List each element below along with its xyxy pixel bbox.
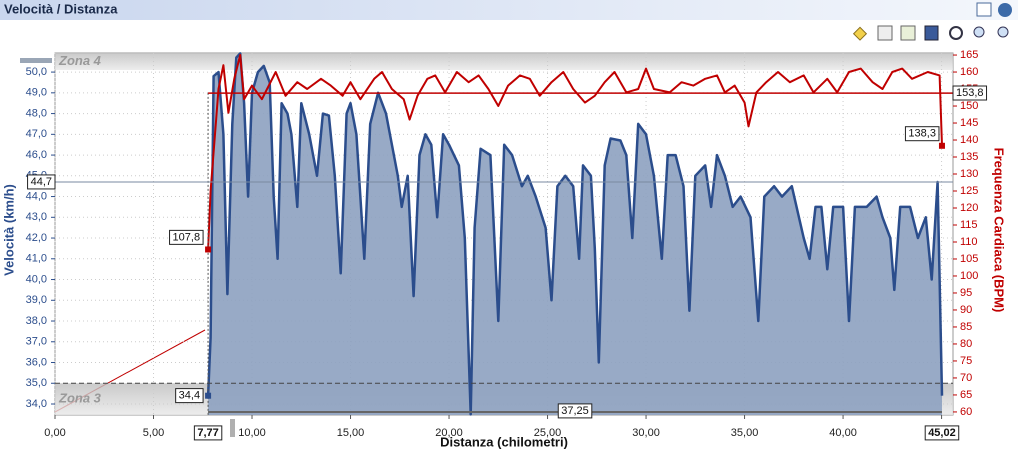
toolbar <box>852 25 1009 41</box>
reference-label-box <box>27 174 56 190</box>
y2-tick-label: 70 <box>960 372 972 384</box>
range-width-label-box <box>557 403 593 419</box>
y2-tick-label: 105 <box>960 253 978 265</box>
y2-tick-label: 115 <box>960 219 978 231</box>
panel-title: Velocità / Distanza <box>4 1 118 16</box>
y2-tick-label: 120 <box>960 202 978 214</box>
y2-tick-label: 135 <box>960 151 978 163</box>
menu-button[interactable] <box>998 3 1012 17</box>
y-tick-label: 37,0 <box>26 336 47 348</box>
range-end-label-box <box>924 425 960 441</box>
x-tick-label: 5,00 <box>143 427 164 439</box>
y-tick-label: 49,0 <box>26 87 47 99</box>
y-tick-label: 41,0 <box>26 253 47 265</box>
tool-marker[interactable] <box>852 26 868 41</box>
y-tick-label: 50,0 <box>26 66 47 78</box>
y2-tick-label: 125 <box>960 185 978 197</box>
y2-tick-label: 65 <box>960 389 972 401</box>
y2-tick-label: 90 <box>960 304 972 316</box>
y-axis-label: Velocità (km/h) <box>1 184 16 276</box>
y2-tick-label: 75 <box>960 355 972 367</box>
y-tick-label: 47,0 <box>26 128 47 140</box>
y-tick-label: 44,0 <box>26 190 47 202</box>
tool-chart[interactable] <box>900 25 916 41</box>
y-tick-label: 36,0 <box>26 356 47 368</box>
range-end-label: 45,02 <box>928 427 956 439</box>
reference-label-box <box>952 85 988 101</box>
y-tick-label: 38,0 <box>26 315 47 327</box>
point-marker <box>205 392 212 399</box>
x-tick-label: 25,00 <box>534 427 562 439</box>
range-start-label-box <box>193 425 223 441</box>
point-label: 138,3 <box>908 128 936 140</box>
reference-label: 153,8 <box>956 87 984 99</box>
axis-tab <box>20 58 52 63</box>
x-axis-label: Distanza (chilometri) <box>440 434 568 449</box>
y2-tick-label: 140 <box>960 134 978 146</box>
point-label-box <box>169 229 204 245</box>
y2-tick-label: 110 <box>960 236 978 248</box>
reference-label: 44,7 <box>31 176 52 188</box>
tool-grid[interactable] <box>877 25 893 41</box>
tool-zoom-in[interactable] <box>997 26 1009 38</box>
series-line <box>207 54 943 250</box>
y2-tick-label: 60 <box>960 406 972 418</box>
point-marker <box>205 246 212 253</box>
zone-label: Zona 3 <box>58 391 102 406</box>
y-tick-label: 43,0 <box>26 211 47 223</box>
point-label: 107,8 <box>173 231 201 243</box>
y2-axis-label: Frequenza Cardiaca (BPM) <box>992 148 1007 313</box>
y2-tick-label: 150 <box>960 100 978 112</box>
y-tick-label: 46,0 <box>26 149 47 161</box>
point-label-box <box>175 388 204 404</box>
x-tick-label: 40,00 <box>829 427 857 439</box>
y2-tick-label: 165 <box>960 49 978 61</box>
layout-button[interactable] <box>976 2 992 17</box>
y2-tick-label: 100 <box>960 270 978 282</box>
tool-save[interactable] <box>924 25 939 41</box>
y2-tick-label: 160 <box>960 66 978 78</box>
y-tick-label: 39,0 <box>26 294 47 306</box>
x-tick-label: 10,00 <box>238 427 266 439</box>
x-tick-label: 35,00 <box>731 427 759 439</box>
point-label-box <box>904 126 940 142</box>
y2-tick-label: 80 <box>960 338 972 350</box>
zone-label: Zona 4 <box>58 53 102 68</box>
range-width-label: 37,25 <box>561 405 589 417</box>
tool-move[interactable] <box>949 26 963 40</box>
x-tick-label: 20,00 <box>435 427 463 439</box>
x-tick-label: 30,00 <box>632 427 660 439</box>
tool-zoom-out[interactable] <box>973 26 985 38</box>
zone-band <box>55 53 953 71</box>
y-tick-label: 48,0 <box>26 107 47 119</box>
y2-tick-label: 95 <box>960 287 972 299</box>
y-tick-label: 40,0 <box>26 273 47 285</box>
y-tick-label: 42,0 <box>26 232 47 244</box>
range-start-label: 7,77 <box>197 427 218 439</box>
title-bar <box>0 0 1018 20</box>
scroll-handle <box>230 419 235 437</box>
y2-tick-label: 130 <box>960 168 978 180</box>
point-label: 34,4 <box>179 390 200 402</box>
series-line <box>206 52 944 416</box>
x-tick-label: 0,00 <box>44 427 65 439</box>
point-marker <box>938 142 945 149</box>
y-tick-label: 35,0 <box>26 377 47 389</box>
y2-tick-label: 145 <box>960 117 978 129</box>
x-tick-label: 15,00 <box>337 427 365 439</box>
y2-tick-label: 85 <box>960 321 972 333</box>
y-tick-label: 34,0 <box>26 398 47 410</box>
